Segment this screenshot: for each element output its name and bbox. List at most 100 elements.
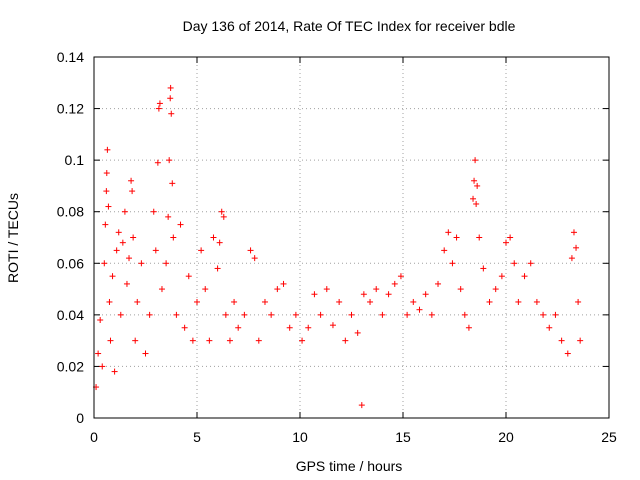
data-points — [93, 84, 584, 409]
data-point — [564, 350, 571, 357]
data-point — [128, 177, 135, 184]
data-point — [492, 286, 499, 293]
data-point — [527, 260, 534, 267]
y-tick-label: 0.06 — [57, 255, 84, 271]
data-point — [113, 247, 120, 254]
data-point — [132, 337, 139, 344]
data-point — [155, 105, 162, 112]
data-point — [194, 298, 200, 305]
data-point — [311, 291, 318, 298]
data-point — [247, 247, 254, 254]
data-point — [305, 324, 312, 331]
data-point — [150, 208, 157, 215]
data-point — [210, 234, 217, 241]
data-point — [202, 286, 209, 293]
y-tick-label: 0.14 — [57, 49, 84, 65]
plot-frame — [93, 56, 610, 419]
data-point — [336, 298, 343, 305]
data-point — [573, 244, 580, 251]
data-point — [546, 324, 553, 331]
y-tick-label: 0.02 — [57, 358, 84, 374]
data-point — [373, 286, 380, 293]
data-point — [173, 311, 180, 318]
data-point — [453, 234, 460, 241]
data-point — [214, 265, 221, 272]
data-point — [323, 286, 330, 293]
data-point — [292, 311, 299, 318]
data-point — [231, 298, 238, 305]
data-point — [507, 234, 514, 241]
data-point — [367, 298, 374, 305]
data-point — [156, 100, 163, 107]
data-point — [167, 84, 174, 91]
data-point — [329, 322, 336, 329]
data-point — [457, 286, 464, 293]
data-point — [235, 324, 242, 331]
data-point — [206, 337, 213, 344]
data-point — [115, 229, 122, 236]
data-point — [445, 229, 452, 236]
data-point — [471, 177, 478, 184]
data-point — [317, 311, 324, 318]
data-point — [152, 247, 159, 254]
chart-title: Day 136 of 2014, Rate Of TEC Index for r… — [183, 18, 516, 34]
data-point — [189, 337, 196, 344]
data-point — [117, 311, 124, 318]
data-point — [422, 291, 429, 298]
data-point — [198, 247, 205, 254]
data-point — [138, 260, 145, 267]
data-point — [358, 402, 365, 409]
data-point — [226, 337, 233, 344]
y-axis-label: ROTI / TECUs — [5, 193, 21, 283]
data-point — [286, 324, 293, 331]
data-point — [342, 337, 349, 344]
x-tick-label: 0 — [90, 429, 98, 445]
data-point — [170, 234, 177, 241]
data-point — [428, 311, 435, 318]
y-tick-label: 0.04 — [57, 307, 84, 323]
data-point — [167, 95, 174, 102]
data-point — [109, 273, 116, 280]
data-point — [146, 311, 153, 318]
data-point — [360, 291, 367, 298]
data-point — [105, 203, 112, 210]
data-point — [158, 286, 165, 293]
data-point — [181, 324, 188, 331]
data-point — [379, 311, 386, 318]
data-point — [474, 182, 481, 189]
data-point — [552, 311, 559, 318]
data-point — [480, 265, 487, 272]
tick-labels: 0 5 10 15 20 25 0 0.02 0.04 0.06 0.08 0.1 0.12 0.14 — [57, 49, 617, 445]
data-point — [168, 110, 175, 117]
data-point — [521, 273, 528, 280]
data-point — [498, 273, 505, 280]
data-point — [166, 157, 173, 164]
data-point — [476, 234, 483, 241]
data-point — [163, 260, 170, 267]
data-point — [218, 208, 225, 215]
y-tick-label: 0 — [76, 410, 84, 426]
data-point — [472, 157, 479, 164]
data-point — [121, 208, 128, 215]
data-point — [222, 311, 229, 318]
data-point — [169, 180, 176, 187]
data-point — [410, 298, 417, 305]
data-point — [348, 311, 355, 318]
data-point — [216, 239, 223, 246]
data-point — [103, 170, 110, 177]
x-tick-label: 15 — [395, 429, 411, 445]
data-point — [503, 239, 509, 246]
data-point — [470, 195, 477, 202]
data-point — [533, 298, 540, 305]
data-point — [255, 337, 262, 344]
data-point — [397, 273, 404, 280]
data-point — [104, 146, 111, 153]
data-point — [103, 188, 110, 195]
data-point — [511, 260, 518, 267]
data-point — [107, 337, 114, 344]
x-axis-label: GPS time / hours — [296, 458, 403, 474]
data-point — [299, 337, 306, 344]
data-point — [142, 350, 149, 357]
data-point — [134, 298, 141, 305]
